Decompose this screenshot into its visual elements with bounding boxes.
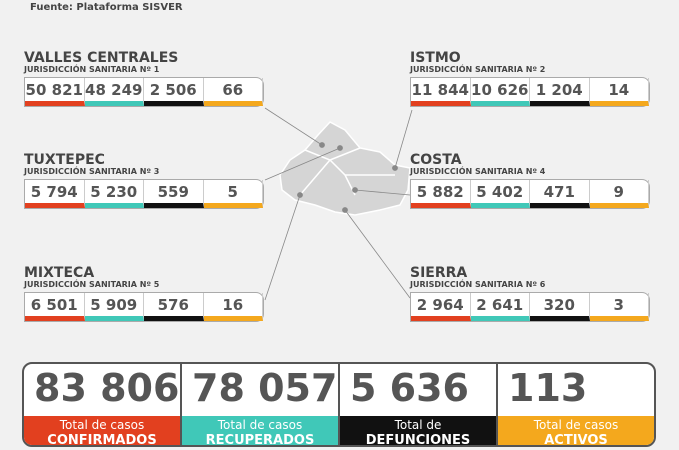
total-label-line1: Total de casos bbox=[217, 418, 303, 432]
region-value: 5 402 bbox=[470, 180, 530, 208]
region-name: SIERRA bbox=[410, 265, 468, 281]
jurisdiction: JURISDICCIÓN SANITARIA Nº 1 bbox=[24, 65, 160, 74]
region-name: TUXTEPEC bbox=[24, 152, 105, 168]
region-value: 5 909 bbox=[84, 293, 144, 321]
region-value: 320 bbox=[530, 293, 590, 321]
total-label-line1: Total de casos bbox=[533, 418, 619, 432]
total-value: 78 057 bbox=[192, 366, 338, 410]
region-box: 2 964 2 641 320 3 bbox=[410, 292, 650, 322]
region-name: VALLES CENTRALES bbox=[24, 50, 179, 66]
region-value: 48 249 bbox=[84, 78, 144, 106]
source: Fuente: Plataforma SISVER bbox=[30, 2, 183, 13]
region-value: 16 bbox=[203, 293, 263, 321]
region-value: 2 641 bbox=[470, 293, 530, 321]
total-cell: 5 636 Total de DEFUNCIONES bbox=[340, 364, 498, 447]
region-value: 5 882 bbox=[411, 180, 471, 208]
total-cell: 113 Total de casos ACTIVOS bbox=[498, 364, 654, 447]
total-value: 5 636 bbox=[350, 366, 469, 410]
total-value: 83 806 bbox=[34, 366, 180, 410]
region-value: 5 230 bbox=[84, 180, 144, 208]
region-value: 10 626 bbox=[470, 78, 530, 106]
total-label-line2: CONFIRMADOS bbox=[47, 433, 157, 447]
region-value: 5 794 bbox=[25, 180, 85, 208]
region-name: ISTMO bbox=[410, 50, 461, 66]
region-value: 66 bbox=[203, 78, 263, 106]
region-box: 5 794 5 230 559 5 bbox=[24, 179, 264, 209]
total-cell: 78 057 Total de casos RECUPERADOS bbox=[182, 364, 340, 447]
total-label: Total de casos RECUPERADOS bbox=[182, 416, 338, 447]
region-value: 50 821 bbox=[25, 78, 85, 106]
region-value: 2 964 bbox=[411, 293, 471, 321]
region-value: 559 bbox=[144, 180, 204, 208]
total-label: Total de casos ACTIVOS bbox=[498, 416, 654, 447]
total-label-line2: RECUPERADOS bbox=[205, 433, 315, 447]
region-box: 11 844 10 626 1 204 14 bbox=[410, 77, 650, 107]
region-borders bbox=[299, 147, 395, 196]
jurisdiction: JURISDICCIÓN SANITARIA Nº 5 bbox=[24, 280, 160, 289]
region-value: 5 bbox=[203, 180, 263, 208]
jurisdiction: JURISDICCIÓN SANITARIA Nº 2 bbox=[410, 65, 546, 74]
region-box: 6 501 5 909 576 16 bbox=[24, 292, 264, 322]
region-value: 6 501 bbox=[25, 293, 85, 321]
map bbox=[264, 107, 413, 301]
total-label: Total de DEFUNCIONES bbox=[340, 416, 496, 447]
total-label-line1: Total de bbox=[394, 418, 442, 432]
region-value: 1 204 bbox=[530, 78, 590, 106]
region-value: 2 506 bbox=[144, 78, 204, 106]
total-value: 113 bbox=[508, 366, 588, 410]
region-value: 471 bbox=[530, 180, 590, 208]
region-value: 14 bbox=[589, 78, 649, 106]
jurisdiction: JURISDICCIÓN SANITARIA Nº 3 bbox=[24, 167, 160, 176]
region-name: COSTA bbox=[410, 152, 462, 168]
region-box: 5 882 5 402 471 9 bbox=[410, 179, 650, 209]
total-label-line2: DEFUNCIONES bbox=[365, 433, 471, 447]
totals: 83 806 Total de casos CONFIRMADOS 78 057 Tot… bbox=[22, 362, 656, 447]
total-label-line1: Total de casos bbox=[59, 418, 145, 432]
region-value: 9 bbox=[589, 180, 649, 208]
connectors bbox=[264, 107, 413, 301]
region-name: MIXTECA bbox=[24, 265, 95, 281]
total-cell: 83 806 Total de casos CONFIRMADOS bbox=[24, 364, 182, 447]
state-map bbox=[279, 121, 411, 216]
jurisdiction: JURISDICCIÓN SANITARIA Nº 4 bbox=[410, 167, 546, 176]
jurisdiction: JURISDICCIÓN SANITARIA Nº 6 bbox=[410, 280, 546, 289]
total-label-line2: ACTIVOS bbox=[544, 433, 608, 447]
region-box: 50 821 48 249 2 506 66 bbox=[24, 77, 264, 107]
total-label: Total de casos CONFIRMADOS bbox=[24, 416, 180, 447]
region-value: 3 bbox=[589, 293, 649, 321]
region-value: 576 bbox=[144, 293, 204, 321]
region-value: 11 844 bbox=[411, 78, 471, 106]
